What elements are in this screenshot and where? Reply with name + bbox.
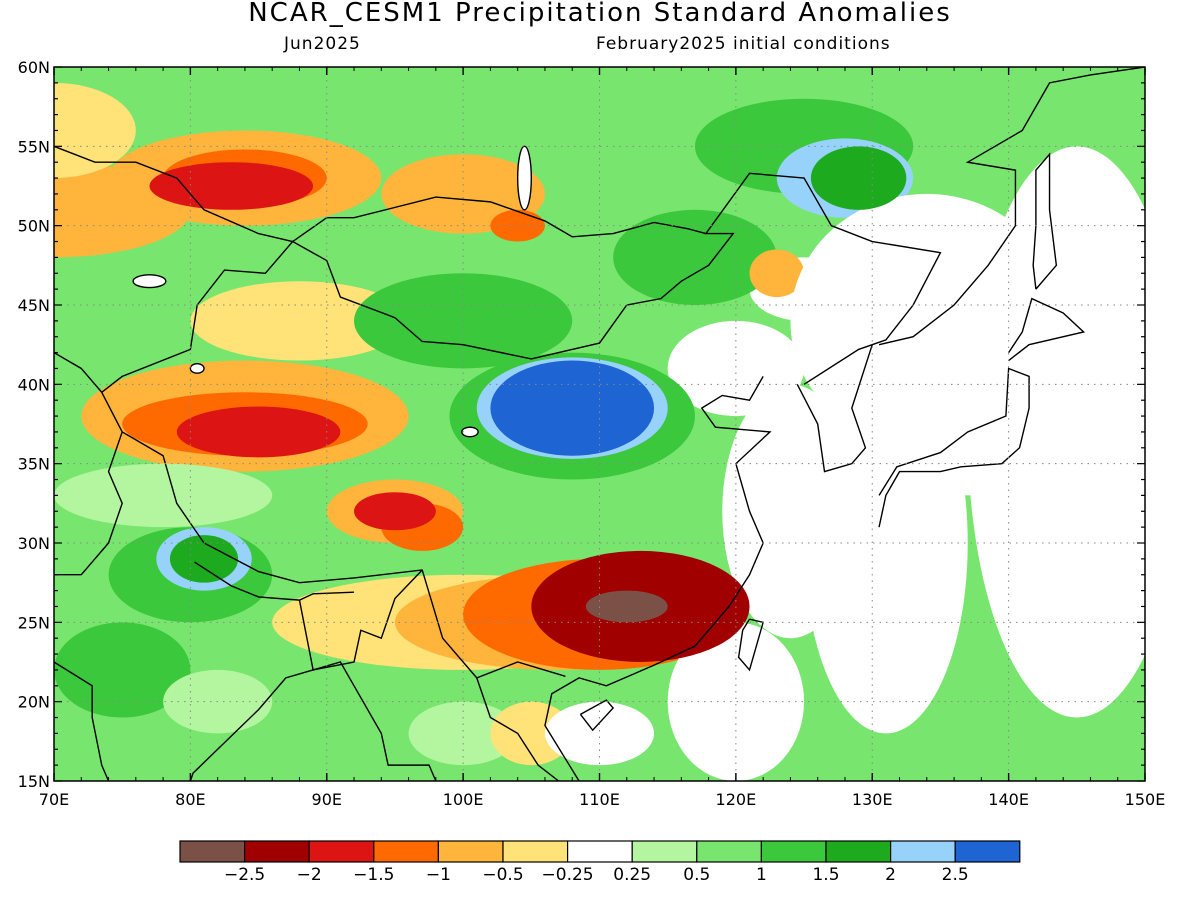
lon-label: 80E (175, 790, 205, 809)
coastline-segment (544, 376, 772, 781)
lon-label: 100E (443, 790, 484, 809)
initial-conditions: February2025 initial conditions (596, 34, 891, 54)
lake (189, 363, 205, 374)
colorbar-label: −1.5 (353, 865, 394, 885)
colorbar-label: −0.5 (482, 865, 523, 885)
lon-label: 130E (852, 790, 893, 809)
colorbar-swatch (179, 840, 246, 863)
field-blob (54, 622, 191, 718)
lat-label: 40N (18, 375, 50, 394)
colorbar-swatch (825, 840, 892, 863)
field-blob (722, 384, 859, 639)
colorbar-label: −2.5 (224, 865, 265, 885)
field-blob (54, 463, 273, 528)
anomaly-field (54, 67, 1145, 781)
colorbar-swatch (373, 840, 439, 863)
colorbar-label: 0.5 (683, 865, 710, 885)
colorbar-label: 0.25 (613, 865, 651, 885)
coastline-segment (292, 196, 707, 243)
coastline-segment (54, 145, 293, 243)
coastline-segment (737, 618, 765, 672)
colorbar-label: 2 (885, 865, 896, 885)
colorbar-swatch (954, 840, 1021, 863)
anomaly-tibet-dry (354, 492, 436, 531)
coastline-segment (194, 561, 355, 601)
lon-label: 70E (39, 790, 69, 809)
coastline-segment (1008, 297, 1086, 362)
field-blob (544, 701, 655, 766)
colorbar-label: −2 (297, 865, 322, 885)
lon-label: 140E (988, 790, 1029, 809)
colorbar-swatch (308, 840, 375, 863)
colorbar-swatch (696, 840, 762, 863)
field-blob (790, 193, 1064, 448)
anomaly-south-china-core (585, 590, 668, 623)
field-blob (490, 209, 545, 242)
coastline-segment (1032, 152, 1058, 290)
lon-label: 150E (1125, 790, 1166, 809)
lat-label: 20N (18, 693, 50, 712)
colorbar-label: 1 (756, 865, 767, 885)
colorbar-swatch (244, 840, 310, 863)
anomaly-kazakh-dry (149, 162, 314, 210)
lat-label: 45N (18, 296, 50, 315)
lat-label: 25N (18, 613, 50, 632)
coastline-segment (796, 344, 873, 473)
colorbar-swatch (566, 840, 633, 863)
colorbar-label: −0.25 (542, 865, 594, 885)
anomaly-north-china-wet (490, 360, 655, 456)
coastline-segment (579, 699, 615, 732)
anomaly-himalaya-wet (169, 535, 239, 583)
coastline-segment (54, 661, 110, 781)
anomaly-tarim-dry (176, 406, 341, 458)
lat-label: 15N (18, 772, 50, 791)
axis-ticks: 70E 80E 90E 100E 110E 120E 130E 140E 150E 15N 20N 2… (18, 58, 1166, 809)
lake (461, 426, 479, 438)
coastline-segment (54, 431, 123, 576)
lon-label: 90E (312, 790, 342, 809)
field-blob (190, 281, 409, 361)
colorbar-label: 2.5 (942, 865, 969, 885)
lat-label: 35N (18, 455, 50, 474)
forecast-month: Jun2025 (284, 34, 361, 54)
coastline-segment (476, 677, 560, 781)
colorbar-swatch (760, 840, 827, 863)
coastline-segment (878, 367, 1030, 528)
field-blob (613, 209, 777, 305)
lat-label: 55N (18, 137, 50, 156)
colorbar-swatch (437, 840, 504, 863)
coastline-segment (878, 67, 1145, 346)
field-blob (749, 249, 805, 298)
lat-label: 60N (18, 58, 50, 77)
lat-label: 30N (18, 534, 50, 553)
lake (132, 274, 167, 289)
colorbar-label: 1.5 (812, 865, 839, 885)
colorbar-swatch (889, 840, 956, 863)
anomaly-manchuria-wet (810, 146, 907, 210)
coastline-segment (54, 351, 103, 393)
colorbar-label: −1 (426, 865, 451, 885)
field-blob (667, 622, 805, 781)
coastline-segment (298, 569, 423, 671)
lat-label: 50N (18, 217, 50, 236)
lon-label: 120E (716, 790, 757, 809)
map-title: NCAR_CESM1 Precipitation Standard Anomal… (248, 0, 952, 28)
lake (516, 145, 533, 211)
colorbar-swatch (631, 840, 698, 863)
field-blob (490, 701, 573, 766)
colorbar-swatch (502, 840, 569, 863)
lon-label: 110E (579, 790, 620, 809)
colorbar: −2.5 −2 −1.5 −1 −0.5 −0.25 0.25 0.5 1 1.5 2 2.5 (179, 840, 1021, 885)
